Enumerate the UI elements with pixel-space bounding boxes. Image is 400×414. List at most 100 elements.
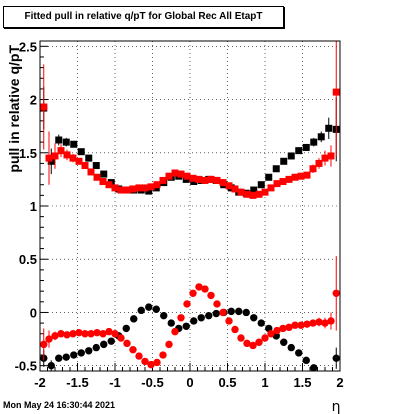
data-point (201, 176, 209, 184)
data-point (165, 340, 173, 349)
data-point (87, 168, 95, 176)
data-point (291, 173, 299, 181)
data-point (249, 341, 257, 350)
data-point (212, 309, 220, 318)
data-point (219, 308, 227, 317)
data-point (159, 351, 167, 359)
data-point (243, 190, 251, 198)
data-point (267, 330, 275, 338)
data-point (287, 343, 295, 352)
data-point (92, 343, 100, 352)
data-point (189, 174, 197, 182)
data-point (153, 358, 161, 367)
data-point (40, 340, 48, 349)
x-tick-label: -1.5 (66, 375, 88, 390)
data-point (279, 178, 287, 186)
data-point (171, 327, 179, 336)
data-point (257, 181, 265, 189)
data-point (129, 346, 137, 354)
data-point (129, 185, 137, 193)
data-point (147, 183, 155, 191)
data-point (327, 317, 335, 325)
y-tick-label: 0 (30, 305, 37, 320)
data-point (243, 339, 251, 348)
data-point (62, 353, 70, 361)
data-point (267, 184, 275, 192)
data-point (123, 339, 131, 348)
chart-title: Fitted pull in relative q/pT for Global … (3, 6, 284, 28)
data-point (51, 332, 59, 340)
data-point (62, 138, 70, 146)
data-point (302, 143, 310, 151)
data-point (309, 319, 317, 327)
data-point (255, 338, 263, 346)
grid (40, 41, 340, 371)
data-point (183, 172, 191, 180)
data-point (99, 330, 107, 338)
data-point (291, 321, 299, 329)
x-tick-label: 0.5 (218, 375, 236, 390)
data-point (242, 308, 250, 317)
x-tick-label: 0 (186, 375, 193, 390)
y-tick-label: -0.5 (15, 359, 37, 374)
data-point (310, 138, 318, 146)
data-point (117, 186, 125, 194)
data-point (279, 324, 287, 333)
x-tick-label: 2 (336, 375, 343, 390)
data-point (273, 326, 281, 335)
data-point (92, 162, 100, 170)
data-point (182, 322, 190, 330)
data-point (152, 305, 160, 313)
data-point (257, 319, 265, 327)
data-point (167, 319, 175, 327)
x-tick-label: 1.5 (293, 375, 311, 390)
data-point (273, 180, 281, 188)
data-point (265, 173, 273, 181)
data-point (315, 159, 323, 167)
data-point (237, 334, 245, 342)
data-point (225, 317, 233, 325)
data-point (303, 320, 311, 328)
y-tick-label: 1 (30, 199, 37, 214)
x-tick-label: -2 (34, 375, 46, 390)
data-point (69, 330, 77, 338)
data-point (145, 303, 153, 311)
data-point (207, 175, 215, 183)
data-point (285, 175, 293, 183)
data-point (261, 188, 269, 196)
data-point (70, 351, 78, 359)
data-point (171, 169, 179, 177)
data-point (122, 324, 130, 333)
data-point (147, 360, 155, 369)
data-point (309, 165, 317, 173)
data-point (81, 330, 89, 338)
data-point (107, 337, 115, 345)
data-point (100, 340, 108, 349)
x-axis-label: η (332, 399, 341, 414)
plot-frame (39, 40, 341, 372)
data-point (250, 186, 258, 194)
data-point (255, 190, 263, 198)
data-point (130, 315, 138, 323)
data-point (75, 157, 83, 165)
data-point (302, 356, 310, 365)
data-point (250, 314, 258, 322)
y-tick-label: 2.5 (19, 39, 37, 54)
data-point (197, 314, 205, 322)
data-point (123, 186, 131, 194)
data-point (145, 187, 153, 195)
data-point (81, 162, 89, 170)
data-point (327, 152, 335, 160)
data-point (297, 321, 305, 329)
data-point (285, 323, 293, 332)
data-point (332, 88, 340, 96)
data-point (310, 364, 318, 371)
data-point (189, 289, 197, 297)
data-point (183, 300, 191, 308)
data-point (105, 181, 113, 189)
data-point (135, 184, 143, 192)
data-point (321, 154, 329, 162)
data-point (99, 178, 107, 186)
data-point (272, 165, 280, 173)
data-point (141, 357, 149, 366)
